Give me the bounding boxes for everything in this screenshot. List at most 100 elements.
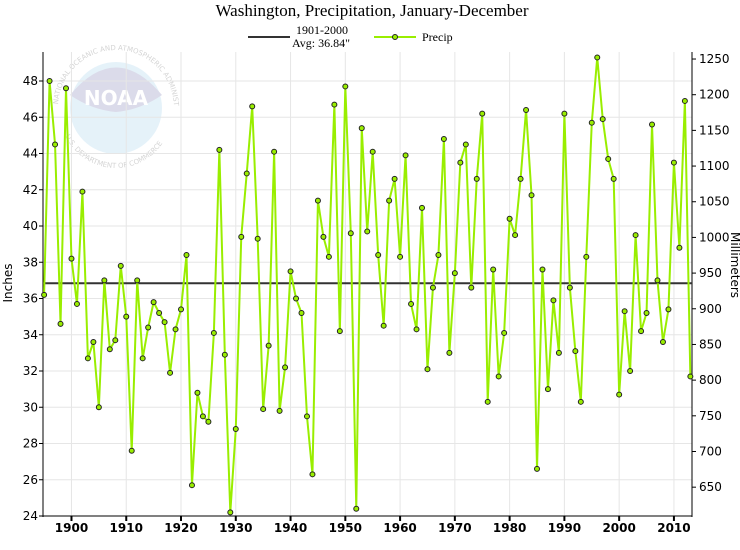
chart-title: Washington, Precipitation, January-Decem… xyxy=(215,1,528,20)
y-tick-label-right: 1200 xyxy=(699,88,730,102)
x-tick-label: 2010 xyxy=(657,521,690,535)
data-point xyxy=(358,125,365,132)
legend-precip-label: Precip xyxy=(422,30,453,44)
y-tick-label-right: 1150 xyxy=(699,123,730,137)
data-point xyxy=(375,252,382,258)
y-tick-label-right: 750 xyxy=(699,409,722,423)
data-point xyxy=(167,369,174,376)
x-tick-label: 1960 xyxy=(383,521,416,535)
precip-series xyxy=(41,54,694,516)
data-point xyxy=(512,232,519,239)
data-point xyxy=(627,368,634,374)
data-point xyxy=(46,78,53,84)
y-tick-label-right: 1250 xyxy=(699,52,730,66)
data-point xyxy=(188,482,195,489)
data-point xyxy=(566,284,573,291)
data-point xyxy=(320,233,327,240)
data-point xyxy=(183,252,190,258)
x-tick-label: 1900 xyxy=(55,521,88,535)
y-tick-label-right: 700 xyxy=(699,444,722,458)
data-point xyxy=(95,404,102,411)
x-tick-label: 1990 xyxy=(548,521,581,535)
data-point xyxy=(424,366,431,373)
data-point xyxy=(413,326,420,333)
y-tick-label-left: 28 xyxy=(23,437,38,451)
data-point xyxy=(659,339,666,345)
data-point xyxy=(336,328,343,335)
data-point xyxy=(325,253,332,260)
y-tick-label-left: 46 xyxy=(23,110,38,124)
y-tick-label-left: 24 xyxy=(23,509,38,523)
data-point xyxy=(254,235,261,242)
data-point xyxy=(331,101,338,108)
data-point xyxy=(178,306,185,313)
data-point xyxy=(583,253,590,260)
data-point xyxy=(418,204,425,211)
x-tick-label: 1920 xyxy=(164,521,197,535)
data-point xyxy=(676,244,683,251)
data-point xyxy=(293,295,300,302)
data-point xyxy=(364,228,371,235)
y-tick-label-right: 800 xyxy=(699,373,722,387)
data-point xyxy=(205,418,212,425)
data-point xyxy=(353,505,360,512)
axes: 24 26 28 30 32 34 36 38 40 42 44 46 48 1900 1910 1920 19… xyxy=(23,52,730,535)
y-tick-label-left: 42 xyxy=(23,183,38,197)
data-point xyxy=(484,398,491,405)
data-point xyxy=(479,110,486,117)
data-point xyxy=(687,373,694,380)
data-point xyxy=(528,192,535,199)
data-point xyxy=(128,447,135,454)
data-point xyxy=(145,324,152,331)
data-point xyxy=(462,141,469,148)
legend-precip-marker xyxy=(392,34,398,40)
y-tick-label-left: 30 xyxy=(23,400,38,414)
data-point xyxy=(101,277,108,284)
data-point xyxy=(610,175,617,182)
y-tick-label-left: 26 xyxy=(23,473,38,487)
data-point xyxy=(265,342,272,349)
data-point xyxy=(172,326,179,333)
noaa-logo-text: NOAA xyxy=(84,86,149,110)
data-point xyxy=(616,391,623,398)
data-point xyxy=(594,54,601,61)
data-point xyxy=(156,310,163,316)
data-point xyxy=(57,320,64,327)
x-tick-label: 2000 xyxy=(602,521,635,535)
legend-average-label-1: 1901-2000 xyxy=(296,23,348,37)
y-tick-label-left: 40 xyxy=(23,219,38,233)
data-point xyxy=(408,300,415,307)
data-point xyxy=(523,107,530,113)
data-point xyxy=(435,252,442,258)
data-point xyxy=(227,509,234,516)
data-point xyxy=(303,413,310,420)
data-point xyxy=(555,349,562,356)
y-tick-label-left: 32 xyxy=(23,364,38,378)
legend: 1901-2000 Avg: 36.84" Precip xyxy=(248,23,453,50)
data-point xyxy=(490,266,497,273)
data-point xyxy=(561,110,568,117)
data-point xyxy=(380,322,387,329)
data-point xyxy=(117,262,124,269)
data-point xyxy=(232,426,239,432)
data-point xyxy=(429,284,436,291)
y-tick-label-right: 1050 xyxy=(699,195,730,209)
data-point xyxy=(605,155,612,162)
data-point xyxy=(517,175,524,182)
data-point xyxy=(621,308,628,315)
data-point xyxy=(139,355,146,362)
data-point xyxy=(90,339,97,345)
data-point xyxy=(63,85,70,92)
data-point xyxy=(79,188,86,195)
data-point xyxy=(298,310,305,316)
data-point xyxy=(391,175,398,182)
data-point xyxy=(643,310,650,316)
data-point xyxy=(386,197,393,204)
data-point xyxy=(550,297,557,304)
data-point xyxy=(506,215,513,222)
data-point xyxy=(282,364,289,371)
data-point xyxy=(342,83,349,90)
data-point xyxy=(534,465,541,472)
data-point xyxy=(73,300,80,307)
